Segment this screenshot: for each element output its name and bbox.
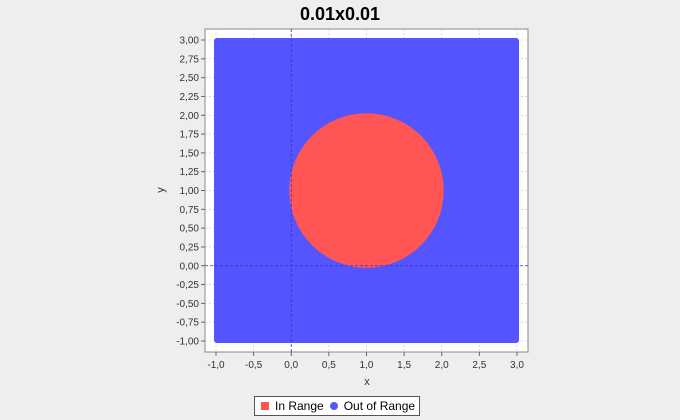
x-tick-label: 0,5 [322, 360, 336, 371]
x-tick-label: -0,5 [245, 360, 263, 371]
x-tick-label: 1,0 [360, 360, 374, 371]
y-axis-label: y [155, 187, 167, 193]
x-tick-label: -1,0 [207, 360, 225, 371]
x-axis-label: x [364, 376, 370, 388]
legend-item-out-of-range: Out of Range [329, 399, 416, 413]
chart-title: 0.01x0.01 [300, 4, 380, 24]
y-tick-label: 2,50 [180, 73, 200, 84]
y-tick-label: -0,25 [176, 280, 199, 291]
series-in-range-region [289, 113, 444, 268]
y-tick-label: 1,50 [180, 148, 200, 159]
legend-item-in-range: In Range [261, 399, 324, 413]
legend-swatch-in-range [261, 402, 269, 410]
y-tick-label: 1,00 [180, 186, 200, 197]
x-axis-ticks: -1,0 -0,5 0,0 0,5 1,0 1,5 2,0 2,5 3,0 [207, 352, 524, 371]
y-tick-label: 2,25 [180, 92, 200, 103]
x-tick-label: 0,0 [284, 360, 298, 371]
y-tick-label: -0,50 [176, 299, 199, 310]
y-tick-label: 1,75 [180, 130, 200, 141]
y-tick-label: 1,25 [180, 167, 200, 178]
plot-area [204, 28, 529, 353]
legend-swatch-out-of-range [329, 402, 338, 410]
y-tick-label: 3,00 [180, 36, 200, 47]
y-tick-label: -0,75 [176, 318, 199, 329]
x-tick-label: 3,0 [510, 360, 524, 371]
y-tick-label: 0,00 [180, 261, 200, 272]
y-tick-label: 0,75 [180, 205, 200, 216]
x-tick-label: 1,5 [397, 360, 411, 371]
y-tick-label: 2,75 [180, 54, 200, 65]
y-axis-ticks: 3,00 2,75 2,50 2,25 2,00 1,75 1,50 1,25 1,00 0,75… [176, 36, 205, 348]
legend-label-in-range: In Range [275, 399, 324, 413]
y-tick-label: 2,00 [180, 111, 200, 122]
chart-legend: In Range Out of Range [254, 396, 421, 416]
y-tick-label: -1,00 [176, 337, 199, 348]
x-tick-label: 2,5 [472, 360, 486, 371]
y-tick-label: 0,50 [180, 224, 200, 235]
y-tick-label: 0,25 [180, 242, 200, 253]
legend-label-out-of-range: Out of Range [343, 399, 416, 413]
scatter-chart: 0.01x0.01 -1,0 -0,5 0,0 0,5 1,0 1,5 2,0 2,5 3,0 … [155, 4, 529, 388]
x-tick-label: 2,0 [435, 360, 449, 371]
